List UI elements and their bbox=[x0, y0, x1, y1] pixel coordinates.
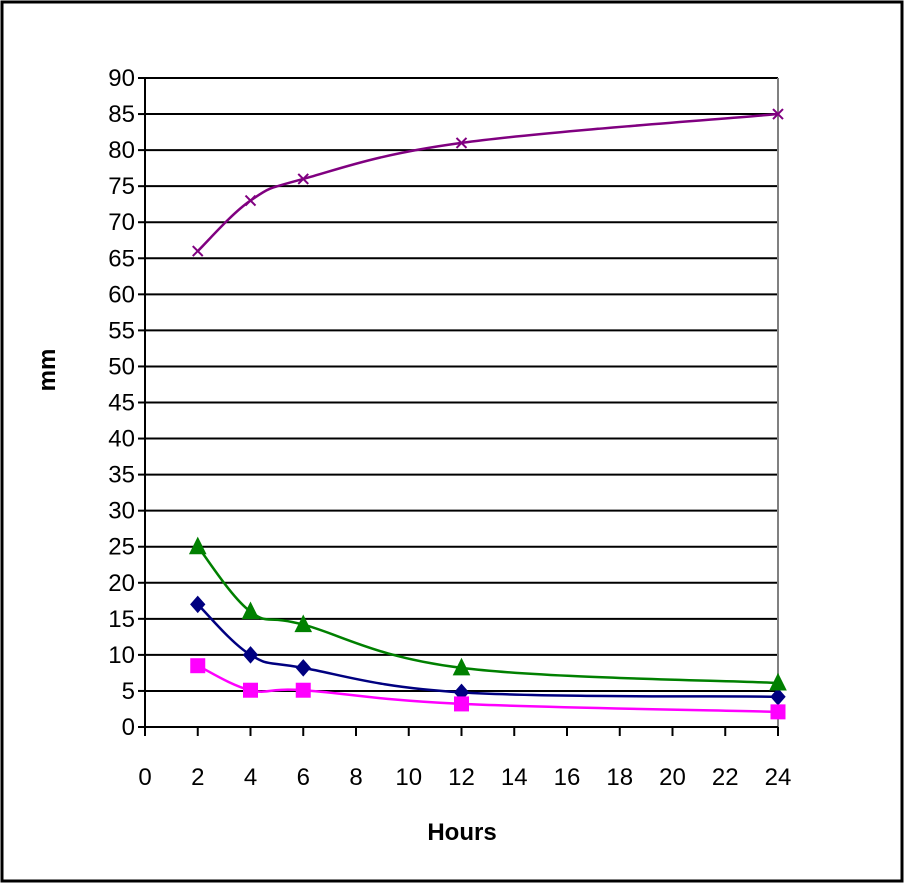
series-2-point-12 bbox=[454, 696, 469, 712]
series-1-point-6 bbox=[295, 659, 311, 677]
y-tick-label-25: 25 bbox=[108, 534, 135, 561]
series-4-point-4-b bbox=[244, 194, 257, 207]
series-4-point-2-b bbox=[192, 245, 204, 257]
series-2-point-6 bbox=[295, 682, 311, 698]
series-1-point-2 bbox=[190, 595, 206, 614]
y-tick-label-30: 30 bbox=[108, 498, 135, 525]
series-1-point-4 bbox=[242, 646, 259, 664]
series-3-point-12 bbox=[452, 657, 471, 676]
series-3 bbox=[188, 536, 787, 691]
y-tick-label-60: 60 bbox=[108, 281, 135, 308]
y-axis-title: mm bbox=[34, 349, 61, 392]
series-4-point-4 bbox=[244, 194, 257, 207]
series-2-point-4 bbox=[243, 682, 258, 698]
series-2-point-2 bbox=[190, 658, 206, 674]
x-tick-label-22: 22 bbox=[712, 764, 739, 791]
series-4-point-24 bbox=[772, 108, 784, 120]
y-tick-label-90: 90 bbox=[108, 65, 135, 92]
series-group bbox=[188, 108, 787, 720]
series-4-point-12-b bbox=[455, 137, 468, 149]
y-tick-label-40: 40 bbox=[108, 426, 135, 453]
series-4 bbox=[192, 108, 784, 257]
series-3-point-24 bbox=[769, 672, 787, 691]
y-tick-label-35: 35 bbox=[108, 462, 135, 489]
series-3-line bbox=[196, 545, 779, 685]
x-tick-label-2: 2 bbox=[191, 764, 204, 791]
y-tick-label-70: 70 bbox=[108, 209, 135, 236]
axes bbox=[138, 77, 779, 736]
y-tick-label-20: 20 bbox=[108, 570, 135, 597]
x-tick-label-18: 18 bbox=[606, 764, 633, 791]
grid-lines bbox=[145, 77, 779, 727]
y-tick-label-50: 50 bbox=[108, 353, 135, 380]
y-tick-label-5: 5 bbox=[122, 678, 135, 705]
series-4-point-6-b bbox=[297, 173, 309, 185]
x-tick-label-20: 20 bbox=[659, 764, 686, 791]
y-tick-label-45: 45 bbox=[108, 390, 135, 417]
y-tick-label-10: 10 bbox=[108, 642, 135, 669]
x-tick-label-10: 10 bbox=[395, 764, 422, 791]
y-tick-label-0: 0 bbox=[122, 714, 135, 741]
x-tick-label-6: 6 bbox=[297, 764, 310, 791]
series-2-point-24 bbox=[770, 704, 786, 720]
y-tick-label-15: 15 bbox=[108, 606, 135, 633]
x-tick-label-24: 24 bbox=[765, 764, 792, 791]
y-tick-label-75: 75 bbox=[108, 173, 135, 200]
y-tick-label-80: 80 bbox=[108, 137, 135, 164]
series-1 bbox=[190, 595, 786, 706]
series-3-point-4 bbox=[241, 601, 260, 620]
x-tick-label-14: 14 bbox=[501, 764, 528, 791]
series-4-point-6 bbox=[297, 173, 309, 185]
x-tick-label-4: 4 bbox=[244, 764, 257, 791]
series-3-point-2 bbox=[188, 536, 207, 555]
series-3-point-6 bbox=[294, 614, 313, 633]
x-axis-title: Hours bbox=[427, 819, 496, 846]
x-tick-label-12: 12 bbox=[448, 764, 475, 791]
x-tick-label-0: 0 bbox=[138, 764, 151, 791]
series-2 bbox=[190, 658, 786, 720]
y-tick-label-65: 65 bbox=[108, 245, 135, 272]
x-tick-label-16: 16 bbox=[554, 764, 581, 791]
series-4-point-24-b bbox=[772, 108, 784, 120]
series-4-point-2 bbox=[192, 245, 204, 257]
y-tick-label-55: 55 bbox=[108, 317, 135, 344]
y-tick-label-85: 85 bbox=[108, 101, 135, 128]
series-4-point-12 bbox=[455, 137, 468, 149]
x-tick-label-8: 8 bbox=[349, 764, 362, 791]
